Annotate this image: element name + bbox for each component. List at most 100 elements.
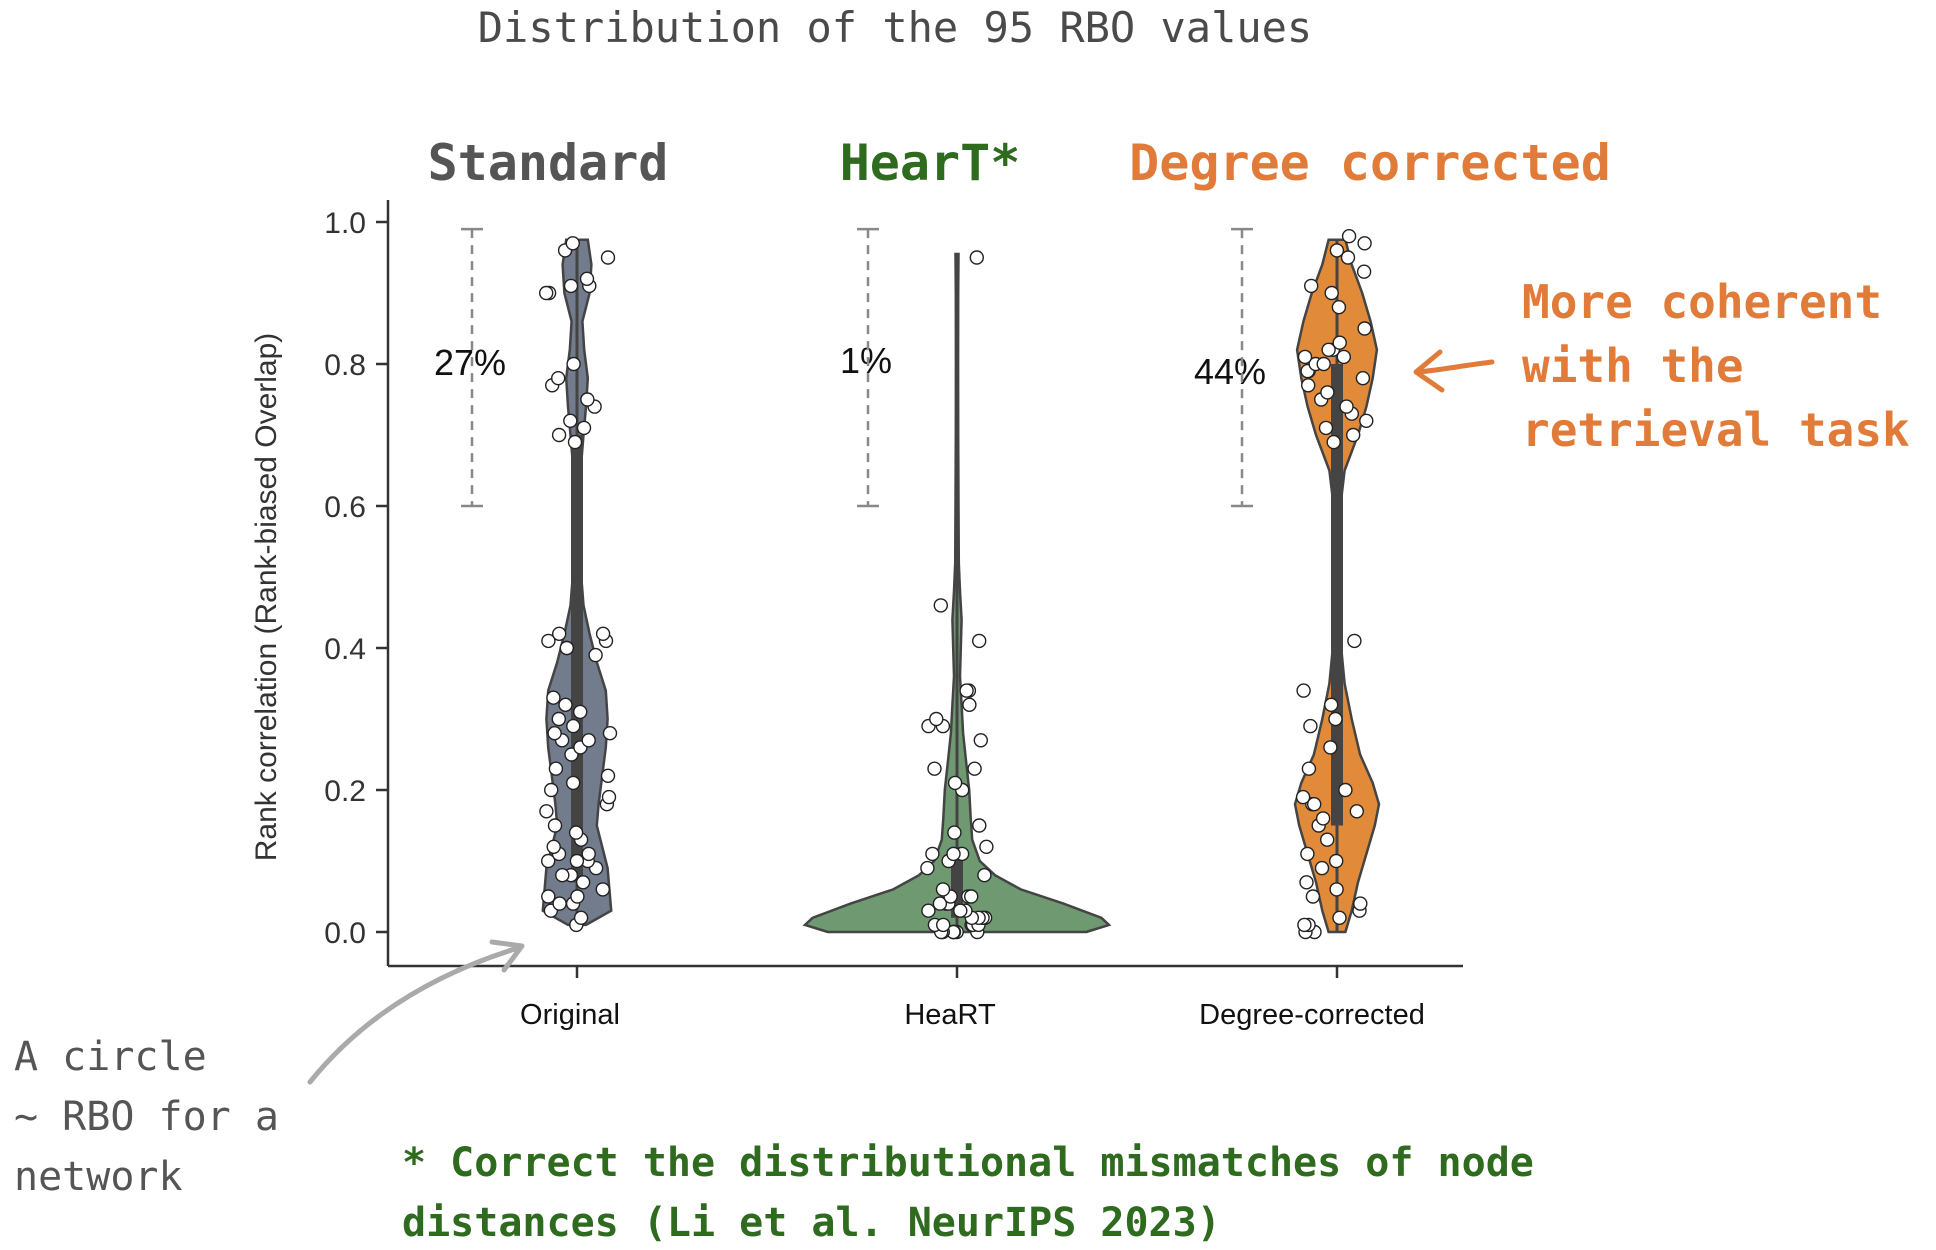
data-point-original: [566, 775, 581, 791]
right-note-line-1: More coherent: [1522, 275, 1882, 329]
data-point-degree: [1306, 797, 1322, 812]
data-point-degree: [1323, 740, 1338, 755]
data-point-original: [546, 839, 561, 854]
data-point-heart: [947, 825, 962, 840]
data-point-degree: [1338, 782, 1353, 798]
data-point-degree: [1318, 420, 1334, 436]
data-point-degree: [1332, 335, 1347, 350]
footnote-line-2: distances (Li et al. NeurIPS 2023): [402, 1200, 1221, 1246]
data-point-degree: [1336, 349, 1352, 365]
data-point-heart: [920, 860, 935, 876]
data-point-degree: [1339, 399, 1354, 414]
data-point-original: [563, 413, 578, 428]
data-point-degree: [1300, 846, 1315, 862]
data-point-original: [573, 704, 588, 720]
data-point-original: [541, 633, 556, 649]
data-point-original: [576, 420, 592, 436]
data-point-heart: [977, 868, 992, 883]
data-point-degree: [1356, 264, 1372, 279]
data-point-degree: [1353, 896, 1368, 911]
data-point-heart: [929, 711, 944, 727]
y-tick-label-0.8: 0.8: [324, 349, 366, 382]
data-point-original: [547, 818, 563, 833]
bracket-heart: [857, 227, 879, 508]
data-point-heart: [973, 733, 988, 748]
data-point-degree: [1328, 853, 1344, 869]
data-point-original: [539, 804, 554, 819]
data-point-degree: [1323, 697, 1339, 712]
data-point-original: [566, 356, 581, 372]
left-note-line-2: ~ RBO for a: [14, 1094, 279, 1140]
data-point-degree: [1297, 349, 1313, 365]
data-point-degree: [1315, 811, 1331, 826]
bracket-original: [461, 227, 483, 508]
y-tick-label-0.6: 0.6: [324, 491, 366, 524]
iqr-box-original: [571, 435, 583, 883]
right-note-line-2: with the: [1522, 339, 1744, 393]
data-point-degree: [1326, 434, 1341, 450]
bracket-layer: [461, 227, 1253, 508]
data-point-original: [580, 392, 595, 407]
data-point-original: [573, 910, 589, 925]
data-point-original: [588, 647, 603, 663]
data-point-heart: [969, 250, 984, 265]
y-ticks: 0.0 0.2 0.4 0.6 0.8 1.0: [324, 207, 388, 950]
data-point-heart: [967, 761, 982, 776]
percent-label-original: 27%: [434, 342, 506, 383]
data-point-original: [547, 726, 562, 741]
data-point-degree: [1329, 882, 1344, 897]
data-point-heart: [947, 775, 963, 791]
data-point-original: [541, 889, 556, 904]
data-point-original: [552, 626, 567, 641]
data-point-original: [581, 846, 596, 862]
data-point-heart: [979, 839, 994, 854]
data-point-heart: [959, 683, 974, 698]
data-point-original: [563, 278, 579, 294]
data-point-original: [600, 768, 616, 783]
x-tick-label-original: Original: [520, 999, 620, 1031]
data-point-degree: [1299, 875, 1314, 890]
y-tick-label-0.0: 0.0: [324, 917, 366, 950]
data-point-original: [551, 711, 566, 727]
data-point-heart: [964, 889, 979, 904]
x-tick-label-degree: Degree-corrected: [1199, 999, 1425, 1031]
footnote-line-1: * Correct the distributional mismatches …: [402, 1140, 1534, 1186]
data-point-heart: [946, 846, 961, 862]
data-point-degree: [1357, 236, 1372, 251]
data-point-heart: [972, 633, 987, 649]
data-point-degree: [1305, 889, 1321, 904]
data-point-degree: [1341, 228, 1357, 244]
data-point-degree: [1301, 761, 1317, 776]
data-point-heart: [927, 761, 942, 776]
data-point-original: [579, 271, 595, 286]
data-point-original: [541, 853, 556, 869]
x-ticks: Original HeaRT Degree-corrected: [520, 966, 1425, 1031]
left-note-line-1: A circle: [14, 1034, 207, 1080]
data-point-degree: [1321, 342, 1336, 357]
left-arrow-icon: [307, 939, 525, 1085]
right-annotation: More coherent with the retrieval task: [1413, 275, 1910, 457]
data-point-degree: [1316, 356, 1331, 372]
data-point-original: [601, 789, 617, 805]
data-point-original: [570, 889, 585, 904]
left-annotation: A circle ~ RBO for a network: [14, 939, 525, 1200]
data-point-heart: [932, 896, 948, 911]
data-point-original: [575, 875, 591, 890]
data-point-original: [595, 882, 610, 897]
data-point-original: [600, 250, 616, 265]
data-point-original: [595, 626, 611, 641]
percent-label-degree: 44%: [1194, 351, 1266, 392]
data-point-degree: [1295, 789, 1311, 805]
right-note-line-3: retrieval task: [1522, 403, 1910, 457]
y-tick-label-0.2: 0.2: [324, 775, 366, 808]
data-point-degree: [1340, 250, 1356, 265]
data-point-degree: [1303, 718, 1318, 734]
data-point-original: [546, 690, 561, 705]
group-header-standard: Standard: [428, 134, 669, 192]
data-point-degree: [1329, 243, 1345, 258]
data-point-original: [568, 825, 584, 840]
data-point-heart: [921, 903, 936, 918]
bracket-degree: [1231, 227, 1253, 508]
right-arrow-icon: [1413, 349, 1495, 393]
